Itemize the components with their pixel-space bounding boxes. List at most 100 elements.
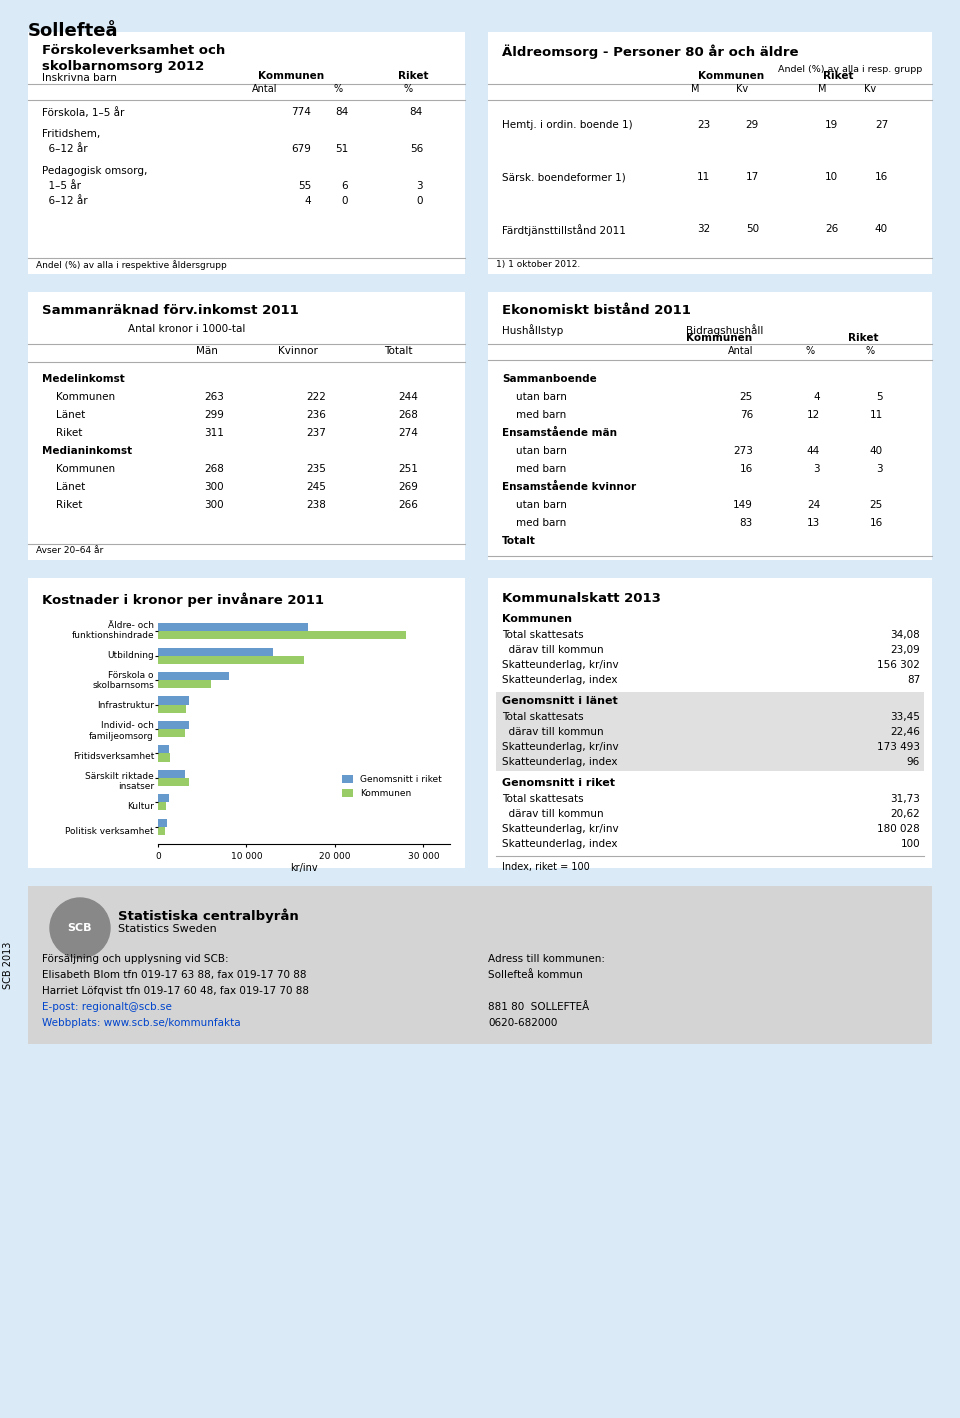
- FancyBboxPatch shape: [28, 886, 932, 1044]
- Text: 180 028: 180 028: [877, 824, 920, 834]
- Text: Total skattesats: Total skattesats: [502, 794, 584, 804]
- Text: 16: 16: [870, 518, 883, 527]
- Text: Hemtj. i ordin. boende 1): Hemtj. i ordin. boende 1): [502, 121, 633, 130]
- Text: Total skattesats: Total skattesats: [502, 630, 584, 640]
- Text: 26: 26: [825, 224, 838, 234]
- Text: 774: 774: [291, 106, 311, 118]
- Text: Riket: Riket: [398, 71, 428, 81]
- Text: 83: 83: [740, 518, 753, 527]
- Text: 100: 100: [900, 839, 920, 849]
- Text: Medelinkomst: Medelinkomst: [42, 374, 125, 384]
- Text: Infrastruktur: Infrastruktur: [97, 702, 154, 710]
- Text: 0: 0: [417, 196, 423, 206]
- Bar: [158, 778, 189, 786]
- Bar: [158, 746, 169, 753]
- Text: 23: 23: [697, 121, 710, 130]
- FancyBboxPatch shape: [488, 579, 932, 868]
- Text: Fritidshem,: Fritidshem,: [42, 129, 100, 139]
- Text: Genomsnitt i riket: Genomsnitt i riket: [502, 778, 615, 788]
- Text: Färdtjänsttillstånd 2011: Färdtjänsttillstånd 2011: [502, 224, 626, 235]
- Text: M: M: [818, 84, 827, 94]
- Text: 3: 3: [876, 464, 883, 474]
- Text: 4: 4: [304, 196, 311, 206]
- Text: Index, riket = 100: Index, riket = 100: [502, 862, 589, 872]
- Text: 29: 29: [746, 121, 759, 130]
- Text: 40: 40: [875, 224, 888, 234]
- Text: Statistiska centralbyrån: Statistiska centralbyrån: [118, 908, 299, 923]
- Text: Antal: Antal: [728, 346, 754, 356]
- Text: %: %: [866, 346, 876, 356]
- Text: 23,09: 23,09: [890, 645, 920, 655]
- Text: 27: 27: [875, 121, 888, 130]
- Text: Kommunen: Kommunen: [56, 464, 115, 474]
- Text: Kostnader i kronor per invånare 2011: Kostnader i kronor per invånare 2011: [42, 591, 324, 607]
- Text: Kv: Kv: [864, 84, 876, 94]
- Text: 274: 274: [398, 428, 418, 438]
- Text: Kommunen: Kommunen: [502, 614, 572, 624]
- Text: Totalt: Totalt: [502, 536, 536, 546]
- Text: 33,45: 33,45: [890, 712, 920, 722]
- Text: Pedagogisk omsorg,: Pedagogisk omsorg,: [42, 166, 148, 176]
- Text: 20,62: 20,62: [890, 810, 920, 820]
- Text: 679: 679: [291, 145, 311, 155]
- Text: 11: 11: [870, 410, 883, 420]
- Text: Förskola, 1–5 år: Förskola, 1–5 år: [42, 106, 125, 118]
- Text: därav till kommun: därav till kommun: [502, 645, 604, 655]
- Text: 173 493: 173 493: [877, 742, 920, 752]
- Text: Riket: Riket: [56, 501, 83, 510]
- Text: 51: 51: [335, 145, 348, 155]
- Text: Försäljning och upplysning vid SCB:: Försäljning och upplysning vid SCB:: [42, 954, 228, 964]
- FancyBboxPatch shape: [28, 292, 465, 560]
- Text: 1–5 år: 1–5 år: [42, 182, 81, 191]
- Text: M: M: [691, 84, 700, 94]
- Text: 266: 266: [398, 501, 418, 510]
- Text: 300: 300: [204, 482, 224, 492]
- Text: 299: 299: [204, 410, 224, 420]
- FancyBboxPatch shape: [488, 33, 932, 274]
- Text: Äldreomsorg - Personer 80 år och äldre: Äldreomsorg - Personer 80 år och äldre: [502, 44, 799, 58]
- Text: 269: 269: [398, 482, 418, 492]
- Text: 11: 11: [697, 172, 710, 182]
- FancyBboxPatch shape: [496, 692, 924, 771]
- Text: 3: 3: [813, 464, 820, 474]
- Text: 3: 3: [417, 182, 423, 191]
- Text: 34,08: 34,08: [890, 630, 920, 640]
- Text: 238: 238: [306, 501, 326, 510]
- Text: 84: 84: [410, 106, 423, 118]
- Text: %: %: [403, 84, 412, 94]
- Text: med barn: med barn: [516, 464, 566, 474]
- Text: 268: 268: [398, 410, 418, 420]
- Text: Kommunen: Kommunen: [698, 71, 764, 81]
- Text: Sammanboende: Sammanboende: [502, 374, 597, 384]
- Text: Män: Män: [196, 346, 218, 356]
- Bar: [158, 655, 304, 664]
- Text: Särsk. boendeformer 1): Särsk. boendeformer 1): [502, 172, 626, 182]
- Text: SCB 2013: SCB 2013: [3, 942, 13, 988]
- Text: 222: 222: [306, 391, 326, 401]
- Bar: [158, 623, 308, 631]
- Bar: [158, 631, 406, 640]
- Text: 6–12 år: 6–12 år: [42, 145, 87, 155]
- Text: Skatteunderlag, kr/inv: Skatteunderlag, kr/inv: [502, 824, 618, 834]
- Text: 44: 44: [806, 447, 820, 457]
- Text: Kommunalskatt 2013: Kommunalskatt 2013: [502, 591, 660, 605]
- FancyBboxPatch shape: [488, 292, 932, 560]
- Text: Webbplats: www.scb.se/kommunfakta: Webbplats: www.scb.se/kommunfakta: [42, 1018, 241, 1028]
- Text: Kvinnor: Kvinnor: [278, 346, 318, 356]
- Text: 263: 263: [204, 391, 224, 401]
- Text: Sollefteå: Sollefteå: [28, 23, 118, 40]
- Bar: [158, 729, 184, 737]
- Text: 96: 96: [907, 757, 920, 767]
- Text: Förskoleverksamhet och: Förskoleverksamhet och: [42, 44, 226, 57]
- Text: Skatteunderlag, index: Skatteunderlag, index: [502, 675, 617, 685]
- Text: 1) 1 oktober 2012.: 1) 1 oktober 2012.: [496, 259, 580, 269]
- Text: Individ- och
familjeomsorg: Individ- och familjeomsorg: [89, 722, 154, 740]
- Text: 87: 87: [907, 675, 920, 685]
- Text: Inskrivna barn: Inskrivna barn: [42, 72, 117, 84]
- Text: Riket: Riket: [848, 333, 878, 343]
- Text: 16: 16: [875, 172, 888, 182]
- Text: 50: 50: [746, 224, 759, 234]
- Text: Genomsnitt i länet: Genomsnitt i länet: [502, 696, 617, 706]
- FancyBboxPatch shape: [28, 579, 465, 868]
- Text: 244: 244: [398, 391, 418, 401]
